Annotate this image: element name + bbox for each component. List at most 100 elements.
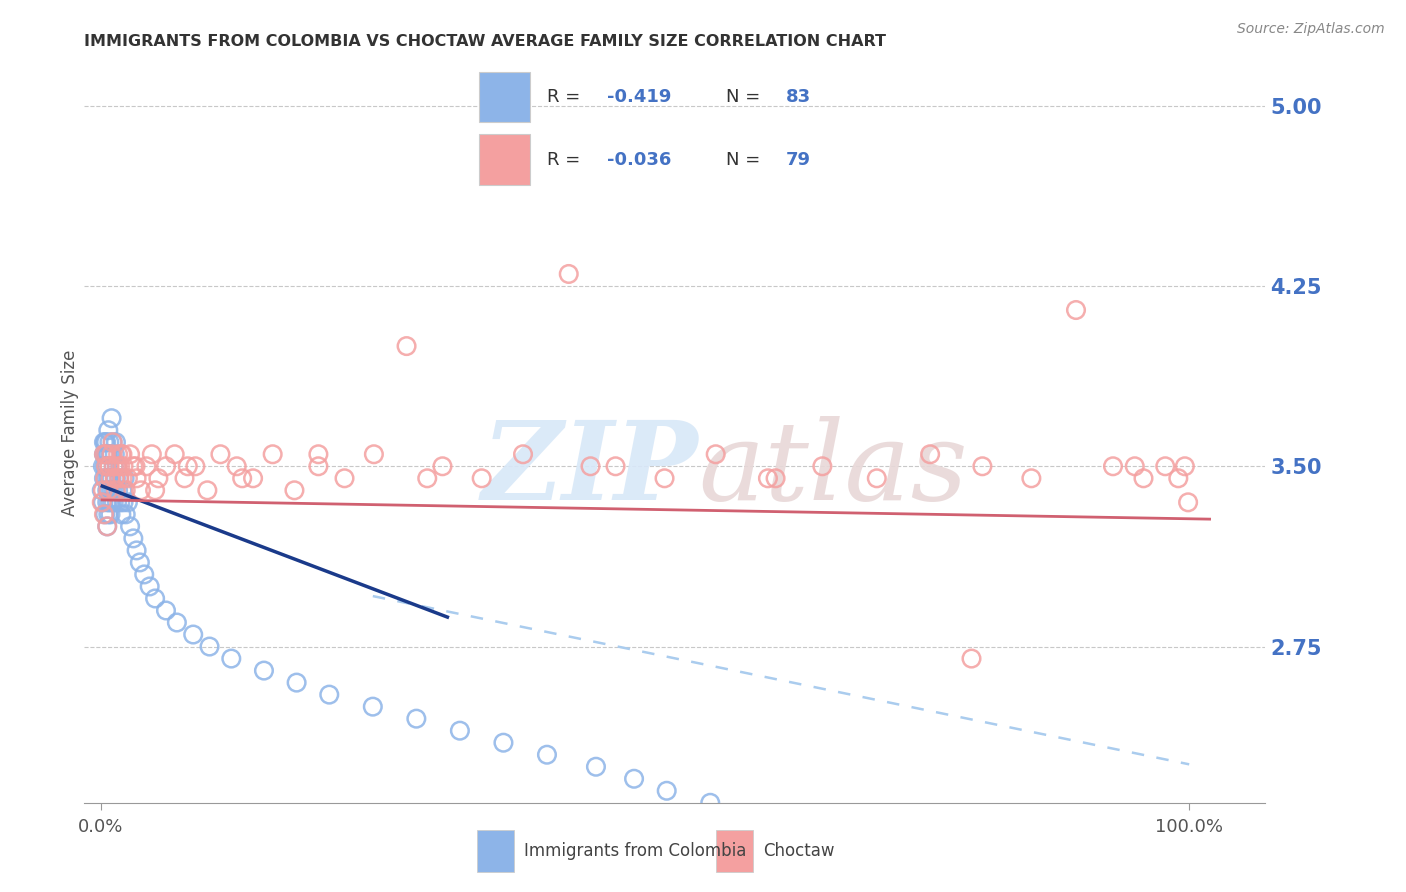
Point <box>605 459 627 474</box>
Point <box>148 471 170 485</box>
Point <box>231 471 253 485</box>
Point <box>104 435 127 450</box>
Point <box>114 471 136 485</box>
Point <box>536 747 558 762</box>
Point <box>704 447 727 461</box>
Point <box>96 483 118 498</box>
Point <box>104 471 127 485</box>
Point <box>797 820 820 834</box>
Point <box>134 567 156 582</box>
Point <box>1177 495 1199 509</box>
Point <box>209 447 232 461</box>
Point <box>110 459 132 474</box>
Point <box>225 459 247 474</box>
Point <box>93 447 115 461</box>
Point <box>333 471 356 485</box>
Point <box>94 459 117 474</box>
Point <box>163 447 186 461</box>
Point <box>155 459 177 474</box>
Point <box>94 447 117 461</box>
Point <box>471 471 494 485</box>
Point <box>960 651 983 665</box>
Point <box>120 447 142 461</box>
Point <box>177 459 200 474</box>
Point <box>94 459 117 474</box>
Point <box>166 615 188 630</box>
Point <box>101 483 124 498</box>
Point <box>512 447 534 461</box>
Point <box>585 760 607 774</box>
Point <box>972 459 994 474</box>
Point <box>920 447 942 461</box>
Point <box>242 471 264 485</box>
Text: Source: ZipAtlas.com: Source: ZipAtlas.com <box>1237 22 1385 37</box>
Point <box>432 459 454 474</box>
Point <box>811 459 834 474</box>
Point <box>98 471 121 485</box>
Point <box>221 651 243 665</box>
Point <box>405 712 427 726</box>
Point <box>93 471 115 485</box>
Point <box>1174 459 1197 474</box>
Point <box>112 459 135 474</box>
Point <box>104 447 127 461</box>
Point <box>100 447 122 461</box>
Point <box>104 483 127 498</box>
Point <box>103 495 125 509</box>
Point <box>122 459 145 474</box>
Point <box>111 471 134 485</box>
Point <box>91 483 114 498</box>
Point <box>449 723 471 738</box>
Point <box>96 495 118 509</box>
Point <box>94 471 117 485</box>
Point <box>97 483 120 498</box>
Point <box>129 483 152 498</box>
Point <box>91 495 114 509</box>
Point <box>135 459 157 474</box>
Point <box>285 675 308 690</box>
Point <box>699 796 721 810</box>
Point <box>98 459 121 474</box>
Point <box>395 339 418 353</box>
Point <box>100 447 122 461</box>
Point <box>1132 471 1154 485</box>
Point <box>105 459 128 474</box>
Point <box>120 519 142 533</box>
Point <box>742 807 765 822</box>
Point <box>181 627 204 641</box>
Point <box>756 471 779 485</box>
Point <box>492 736 515 750</box>
Point <box>91 459 114 474</box>
Point <box>125 543 148 558</box>
Point <box>110 508 132 522</box>
Point <box>98 459 121 474</box>
Point <box>361 699 384 714</box>
Point <box>623 772 645 786</box>
Point <box>655 784 678 798</box>
Point <box>122 532 145 546</box>
Point <box>93 435 115 450</box>
Point <box>307 447 329 461</box>
Point <box>93 447 115 461</box>
Point <box>117 471 139 485</box>
Point <box>94 447 117 461</box>
Point <box>97 483 120 498</box>
Point <box>94 435 117 450</box>
Point <box>143 591 166 606</box>
Point <box>905 844 928 858</box>
Point <box>107 483 129 498</box>
Point <box>100 411 122 425</box>
Point <box>1167 471 1189 485</box>
Point <box>198 640 221 654</box>
Point <box>103 459 125 474</box>
Point <box>143 483 166 498</box>
Point <box>852 831 875 846</box>
Point <box>97 471 120 485</box>
Point <box>765 471 787 485</box>
Point <box>866 471 889 485</box>
Point <box>98 495 121 509</box>
Point <box>654 471 676 485</box>
Point <box>173 471 195 485</box>
Point <box>105 459 128 474</box>
Point <box>94 435 117 450</box>
